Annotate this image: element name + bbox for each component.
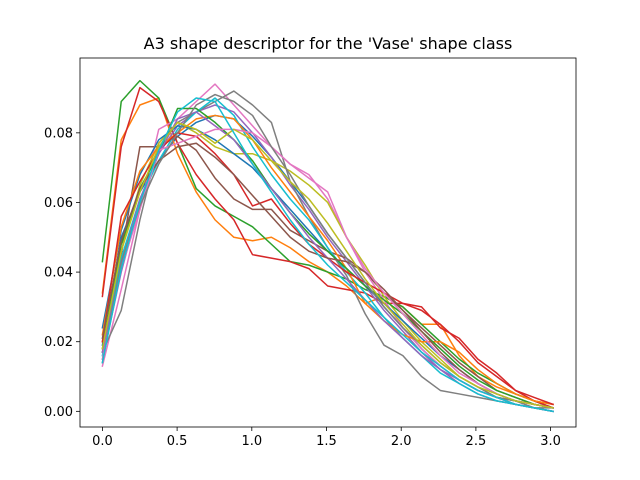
x-tick-label: 2.5	[466, 434, 487, 449]
x-tick-label: 0.0	[92, 434, 113, 449]
y-tick-label: 0.02	[44, 335, 73, 350]
y-tick-label: 0.04	[44, 266, 73, 281]
x-tick-label: 1.0	[241, 434, 262, 449]
x-tick-label: 2.0	[391, 434, 412, 449]
plot-frame	[79, 57, 577, 428]
x-tick-label: 3.0	[540, 434, 561, 449]
chart-title: A3 shape descriptor for the 'Vase' shape…	[144, 34, 513, 53]
series-layer	[101, 79, 554, 413]
series-line-19	[101, 121, 554, 409]
axes-layer: 0.0 0.5 1.0 1.5 2.0 2.5 3.0 0.00 0.02 0.04 0.06 0.0…	[44, 57, 577, 449]
x-tick-label: 0.5	[167, 434, 188, 449]
y-tick-label: 0.08	[44, 126, 73, 141]
y-tick-label: 0.00	[44, 405, 73, 420]
series-line-17	[101, 128, 554, 409]
y-tick-label: 0.06	[44, 196, 73, 211]
series-line-10	[101, 97, 554, 413]
series-line-13	[101, 107, 554, 409]
x-tick-label: 1.5	[316, 434, 337, 449]
series-line-20	[101, 97, 554, 413]
